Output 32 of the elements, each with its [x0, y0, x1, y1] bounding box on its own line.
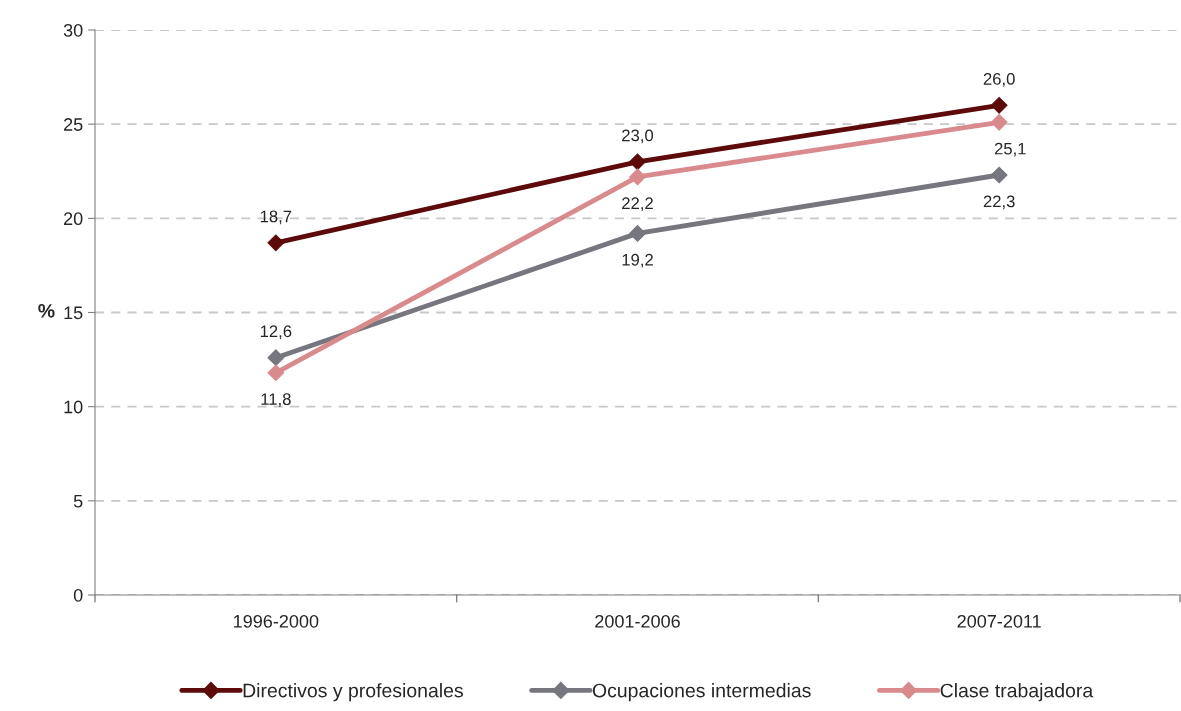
point: [267, 234, 285, 252]
point: [990, 166, 1008, 184]
point: [629, 153, 646, 171]
y-tick-label: 10: [64, 400, 83, 414]
point: [629, 168, 646, 186]
data-label: 25,1: [994, 142, 1026, 157]
point: [990, 113, 1008, 131]
data-label: 26,0: [983, 73, 1015, 87]
data-label: 22,2: [622, 197, 653, 212]
point: [267, 349, 285, 367]
data-label: 11,8: [261, 393, 291, 407]
x-tick-label: 2001-2006: [595, 614, 680, 628]
data-label: 23,0: [622, 129, 654, 144]
point: [629, 225, 646, 242]
y-tick-label: 0: [73, 588, 83, 602]
legend-label: Directivos y profesionales: [243, 683, 463, 702]
y-tick-label: 20: [64, 212, 83, 226]
data-label: 19,2: [622, 253, 653, 268]
legend-label: Ocupaciones intermedias: [592, 683, 811, 702]
point: [267, 364, 285, 382]
y-tick-label: 30: [63, 23, 83, 37]
data-label: 18,7: [260, 210, 292, 225]
y-tick-label: 15: [64, 306, 83, 320]
legend-label: Clase trabajadora: [940, 683, 1094, 702]
x-tick-label: 2007-2011: [957, 614, 1041, 628]
data-label: 12,6: [260, 325, 292, 340]
data-label: 22,3: [983, 195, 1015, 210]
y-axis-title: %: [38, 304, 55, 318]
x-tick-label: 1996-2000: [234, 614, 319, 628]
y-tick-label: 25: [64, 118, 83, 131]
y-tick-label: 5: [73, 494, 83, 508]
point: [990, 96, 1008, 114]
